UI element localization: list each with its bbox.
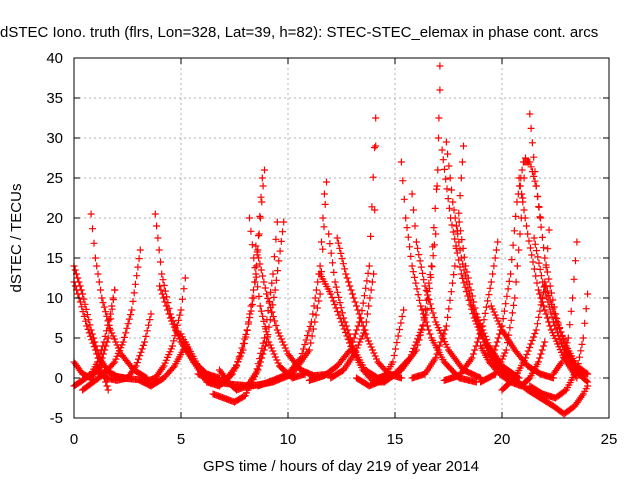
plus-markers [541,278,592,378]
y-tick-label: 5 [55,330,63,347]
x-tick-label: 0 [70,431,78,448]
series-arc [549,238,581,378]
series-arc [526,290,592,402]
plus-markers [515,174,581,382]
plus-markers [477,338,549,390]
plus-markers [408,142,467,382]
series-arc [408,190,485,382]
x-axis: 0 5 10 15 20 25 [70,58,618,448]
series-arc [380,86,444,386]
x-tick-label: 20 [494,431,511,448]
plus-markers [408,190,485,382]
plus-markers [316,270,388,386]
x-tick-label: 25 [601,431,618,448]
y-tick-label: 35 [46,90,63,107]
plus-markers [254,190,328,390]
series-arc [327,142,380,382]
x-tick-label: 10 [280,431,297,448]
series-arc [440,238,502,384]
x-tick-label: 5 [177,431,185,448]
chart-title: dSTEC Iono. truth (flrs, Lon=328, Lat=39… [0,24,598,41]
series-arc [181,174,266,386]
plus-markers [181,174,266,386]
series-arc [477,154,529,386]
series-arc [515,174,581,382]
plus-markers [327,142,380,382]
plus-markers [526,290,592,402]
y-tick-label: 30 [46,130,63,147]
series-arc [254,190,328,390]
plus-markers [549,238,581,378]
plot-frame [73,57,610,419]
y-tick-label: -5 [50,410,63,427]
plus-markers [440,238,502,384]
series-arc [316,270,388,386]
data-layer [70,62,592,418]
plus-markers [117,346,187,390]
x-tick-label: 15 [387,431,404,448]
y-tick-label: 25 [46,170,63,187]
series-arc [305,114,380,384]
y-tick-label: 0 [55,370,63,387]
plus-markers [305,114,380,384]
y-axis: -5 0 5 10 15 20 25 30 35 40 [46,50,609,427]
plus-markers [477,154,529,386]
series-arc [408,142,467,382]
x-axis-label: GPS time / hours of day 219 of year 2014 [203,458,479,475]
y-tick-label: 20 [46,210,63,227]
series-arc [477,338,549,390]
plus-markers [380,86,444,386]
series-arc [117,346,187,390]
y-tick-label: 10 [46,290,63,307]
y-axis-label: dSTEC / TECUs [8,184,25,293]
y-tick-label: 40 [46,50,63,67]
series-arc [541,278,592,378]
y-tick-label: 15 [46,250,63,267]
